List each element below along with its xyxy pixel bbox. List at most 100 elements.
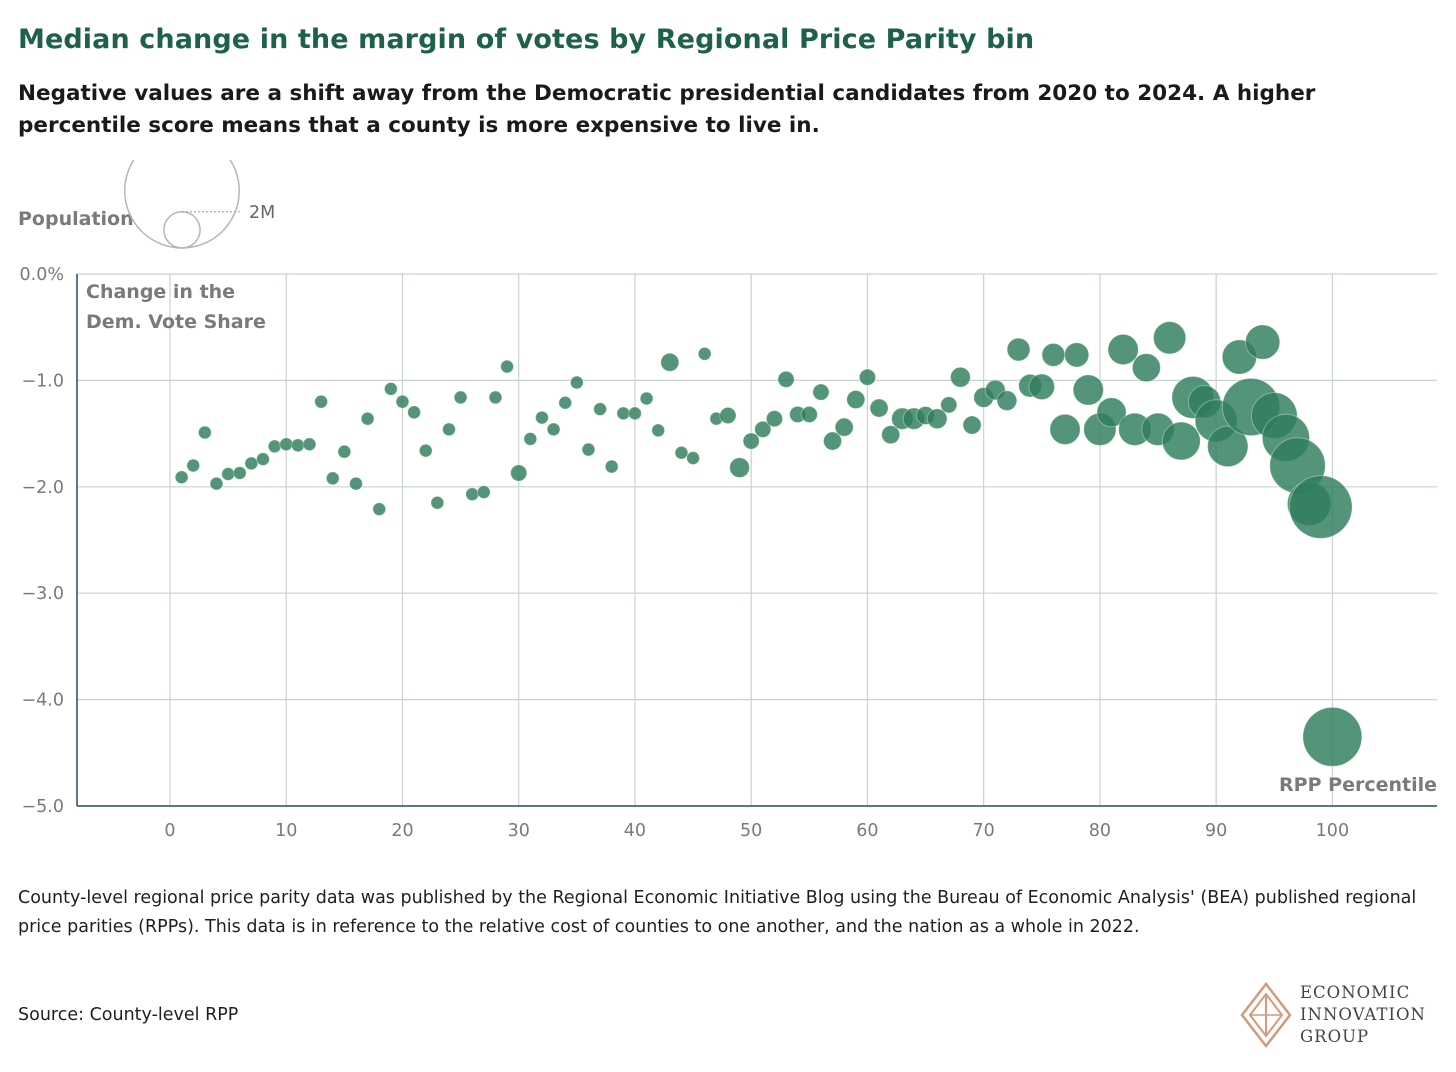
data-point: [1096, 397, 1127, 428]
x-tick-label: 70: [973, 821, 995, 841]
logo-line-1: ECONOMIC: [1300, 983, 1411, 1002]
data-point: [858, 368, 877, 386]
source-note: Source: County-level RPP: [18, 1005, 239, 1025]
data-point: [812, 383, 830, 401]
data-point: [383, 382, 398, 396]
data-point: [430, 495, 445, 510]
grid-lines: [77, 273, 1437, 806]
data-point: [174, 470, 189, 485]
data-point: [267, 439, 282, 454]
data-point: [604, 459, 619, 474]
data-point: [558, 395, 573, 410]
size-legend: Population 20M2M: [18, 160, 275, 249]
data-point: [962, 415, 982, 435]
axis-labels: 0.0% −1.0 −2.0 −3.0 −4.0 −5.0 0 10 20 30 40 50 60 70 8…: [20, 265, 1437, 841]
data-point: [593, 402, 607, 417]
data-point: [337, 444, 352, 459]
chart-subtitle: Negative values are a shift away from th…: [18, 81, 1316, 138]
data-point: [349, 476, 363, 491]
data-point: [186, 458, 201, 473]
y-tick-label: −5.0: [22, 797, 65, 817]
data-point: [940, 396, 958, 414]
data-point: [418, 443, 433, 458]
y-tick-label: −3.0: [22, 584, 65, 604]
data-point: [754, 420, 772, 438]
y-tick-label: −1.0: [22, 371, 65, 391]
x-tick-label: 60: [856, 821, 878, 841]
data-point: [569, 375, 584, 390]
data-point: [926, 408, 948, 430]
data-point: [616, 406, 631, 421]
data-points: [174, 321, 1363, 767]
x-tick-label: 100: [1316, 821, 1349, 841]
data-point: [1244, 324, 1281, 360]
data-point: [360, 411, 375, 426]
data-point: [729, 457, 750, 479]
logo-line-2: INNOVATION: [1300, 1005, 1426, 1024]
size-legend-circle: [163, 211, 201, 249]
x-tick-label: 0: [164, 821, 175, 841]
data-point: [719, 406, 737, 425]
logo-line-3: GROUP: [1300, 1027, 1370, 1046]
data-point: [996, 390, 1018, 412]
data-point: [279, 437, 294, 452]
x-tick-label: 90: [1205, 821, 1227, 841]
data-point: [395, 394, 410, 409]
data-point: [1288, 475, 1353, 539]
size-legend-title: Population: [18, 208, 134, 230]
data-point: [290, 438, 305, 453]
y-tick-label: −4.0: [22, 691, 65, 711]
data-point: [1064, 342, 1090, 368]
x-tick-label: 80: [1089, 821, 1111, 841]
data-point: [1302, 706, 1363, 767]
data-point: [1107, 333, 1139, 366]
data-point: [742, 432, 760, 450]
data-point: [209, 476, 224, 491]
data-point: [846, 390, 866, 410]
y-axis-title-line-2: Dem. Vote Share: [86, 311, 266, 333]
data-point: [950, 366, 971, 388]
data-point: [1072, 374, 1104, 406]
data-point: [881, 425, 901, 445]
data-point: [1006, 337, 1031, 362]
data-point: [465, 487, 480, 502]
y-axis-title-line-1: Change in the: [86, 281, 235, 303]
data-point: [765, 410, 784, 428]
x-tick-label: 10: [275, 821, 297, 841]
data-point: [314, 394, 329, 409]
data-point: [628, 406, 642, 421]
footnote: County-level regional price parity data …: [18, 888, 1417, 937]
data-point: [232, 466, 247, 480]
data-point: [1028, 373, 1056, 401]
data-point: [686, 451, 700, 465]
chart-title: Median change in the margin of votes by …: [18, 24, 1035, 55]
x-axis-title: RPP Percentile: [1279, 774, 1437, 796]
data-point: [535, 410, 549, 425]
data-point: [823, 431, 843, 451]
data-point: [1041, 342, 1066, 367]
data-point: [510, 464, 528, 482]
data-point: [256, 452, 270, 467]
data-point: [1161, 421, 1201, 461]
scatter-chart: Population 20M2M 0.0% −1.0 −2.0 −3.0 −4.0 −5.…: [18, 160, 1437, 841]
data-point: [869, 398, 889, 418]
data-point: [651, 423, 666, 438]
data-point: [476, 485, 491, 500]
logo-wordmark: ECONOMIC INNOVATION GROUP: [1300, 982, 1426, 1048]
data-point: [442, 422, 456, 437]
data-point: [372, 502, 387, 517]
data-point: [800, 405, 818, 424]
x-tick-label: 20: [391, 821, 413, 841]
x-tick-label: 40: [624, 821, 646, 841]
diamond-logo-icon: [1240, 982, 1292, 1048]
data-point: [834, 417, 854, 437]
data-point: [453, 390, 468, 405]
data-point: [302, 437, 317, 452]
data-point: [1049, 413, 1081, 445]
data-point: [1207, 425, 1249, 468]
data-point: [639, 391, 654, 406]
data-point: [325, 471, 340, 486]
data-point: [244, 456, 259, 471]
data-point: [500, 359, 514, 374]
eig-logo: ECONOMIC INNOVATION GROUP: [1240, 982, 1450, 1050]
